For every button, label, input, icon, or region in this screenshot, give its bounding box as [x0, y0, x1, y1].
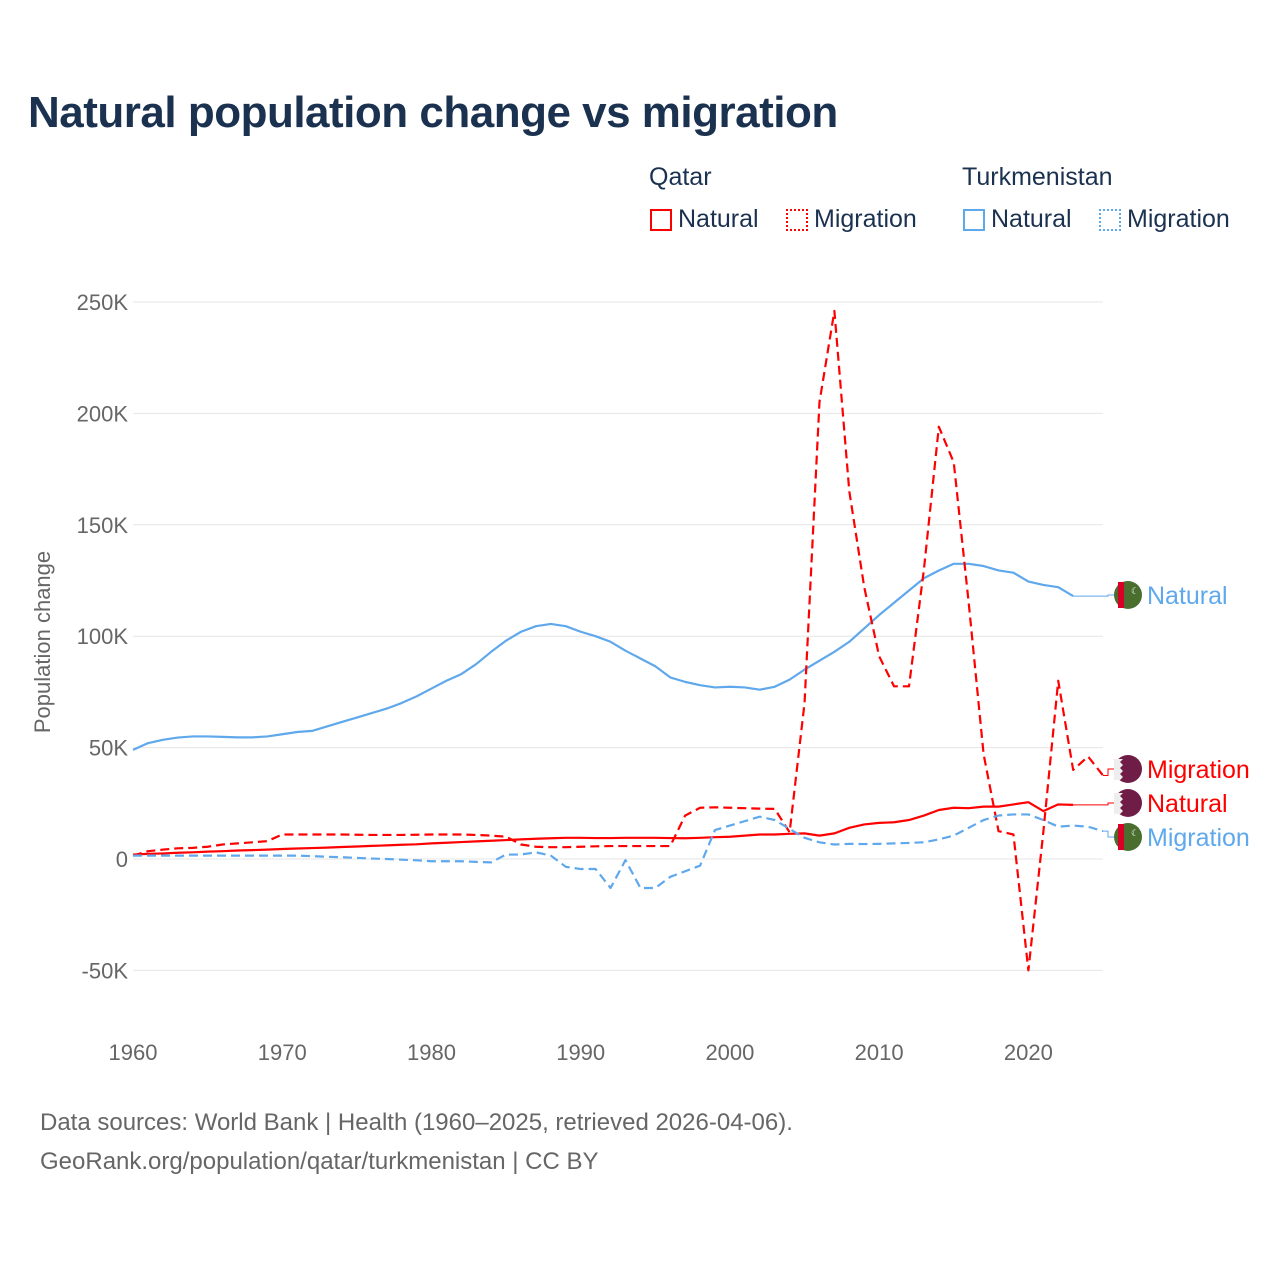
- y-tick-label: 150K: [77, 513, 129, 538]
- end-label: Natural: [1147, 582, 1228, 610]
- label-connector: [1073, 802, 1115, 806]
- legend-turkmenistan-migration[interactable]: Migration: [1099, 205, 1230, 234]
- x-tick-label: 1960: [109, 1040, 158, 1065]
- footer-source: Data sources: World Bank | Health (1960–…: [40, 1109, 793, 1136]
- end-label: Natural: [1147, 790, 1228, 818]
- series-line-qatar-natural: [132, 801, 1074, 856]
- legend-group-turkmenistan: Turkmenistan: [962, 163, 1113, 191]
- legend-qatar-natural[interactable]: Natural: [650, 205, 759, 234]
- y-tick-label: -50K: [82, 958, 129, 983]
- legend-swatch-solid: [650, 208, 672, 231]
- legend-swatch-dotted: [786, 208, 808, 231]
- x-tick-label: 1980: [407, 1040, 456, 1065]
- label-connector: [1103, 830, 1115, 838]
- y-tick-label: 250K: [77, 290, 129, 315]
- legend-qatar-migration[interactable]: Migration: [786, 205, 917, 234]
- turkmenistan-flag-stripe: [1118, 582, 1124, 608]
- legend-group-qatar: Qatar: [649, 163, 712, 191]
- end-label: Migration: [1147, 824, 1250, 852]
- label-connector: [1073, 594, 1115, 597]
- y-axis-label: Population change: [30, 551, 55, 733]
- series-line-turkmenistan-migration: [133, 813, 1104, 890]
- y-tick-label: 100K: [77, 624, 129, 649]
- turkmenistan-crescent: ☾: [1131, 828, 1139, 838]
- legend-swatch-solid: [963, 208, 985, 231]
- series-line-turkmenistan-natural: [132, 562, 1074, 751]
- legend-label: Natural: [678, 205, 759, 233]
- chart-title: Natural population change vs migration: [28, 88, 838, 137]
- y-tick-label: 200K: [77, 401, 129, 426]
- x-tick-label: 2000: [705, 1040, 754, 1065]
- legend-label: Migration: [814, 205, 917, 233]
- legend-label: Migration: [1127, 205, 1230, 233]
- y-tick-label: 50K: [89, 736, 128, 761]
- y-tick-label: 0: [116, 847, 128, 872]
- qatar-flag-serration: [1114, 759, 1123, 780]
- end-label: Migration: [1147, 756, 1250, 784]
- legend-swatch-dotted: [1099, 208, 1121, 231]
- turkmenistan-flag-stripe: [1118, 824, 1124, 850]
- label-connector: [1103, 768, 1115, 776]
- x-tick-label: 2020: [1004, 1040, 1053, 1065]
- turkmenistan-crescent: ☾: [1131, 586, 1139, 596]
- x-tick-label: 2010: [855, 1040, 904, 1065]
- legend-turkmenistan-natural[interactable]: Natural: [963, 205, 1072, 234]
- qatar-flag-serration: [1114, 793, 1123, 814]
- x-tick-label: 1990: [556, 1040, 605, 1065]
- x-tick-label: 1970: [258, 1040, 307, 1065]
- series-line-qatar-migration: [132, 309, 1104, 972]
- legend-label: Natural: [991, 205, 1072, 233]
- footer-link[interactable]: GeoRank.org/population/qatar/turkmenista…: [40, 1148, 599, 1175]
